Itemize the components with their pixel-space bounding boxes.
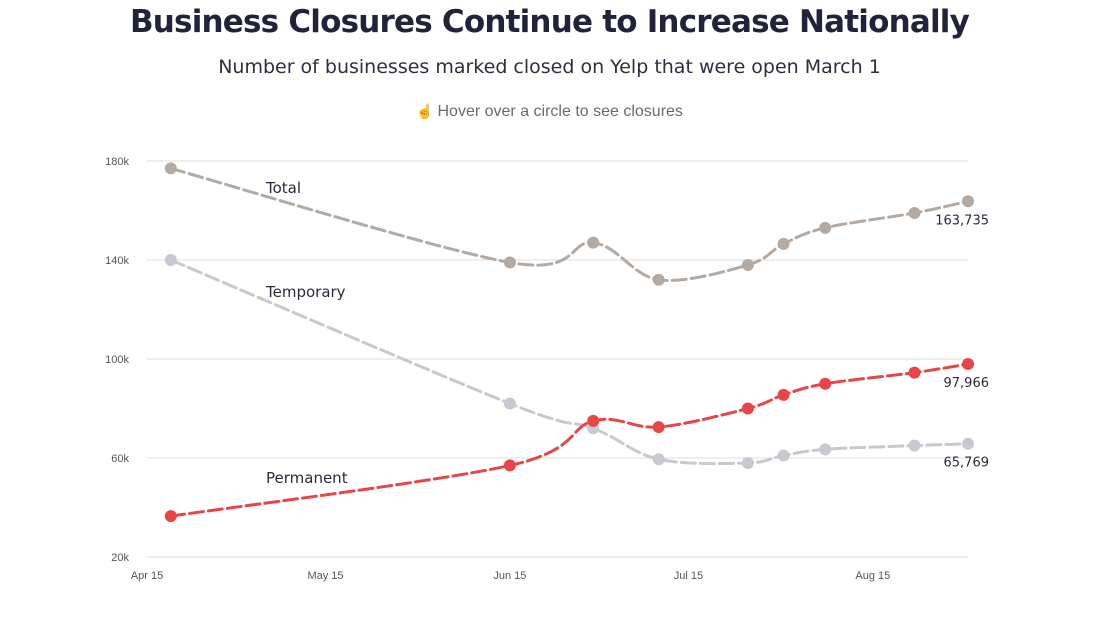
x-tick-label: Apr 15: [131, 570, 163, 582]
data-point-permanent[interactable]: Permanent: 85,500: [777, 388, 790, 401]
series-total: Total: 177,000 Total: 139,000 Total: 147,0…: [164, 162, 974, 286]
data-point-permanent[interactable]: Permanent: 97,966: [962, 358, 974, 371]
y-tick-label: 60k: [111, 453, 129, 465]
data-point-total[interactable]: Total: 153,000: [819, 221, 832, 234]
hover-hint: ☝ Hover over a circle to see closures: [0, 103, 1099, 121]
data-point-temporary[interactable]: Temporary: 140,000: [164, 254, 177, 266]
data-point-permanent[interactable]: Permanent: 57,000: [503, 459, 516, 472]
data-point-permanent[interactable]: Permanent: 75,000: [587, 414, 600, 427]
hover-hint-text: Hover over a circle to see closures: [437, 103, 683, 120]
series-label-permanent: Permanent: [266, 469, 348, 487]
series-temporary: Temporary: 140,000 Temporary: 82,000 Tempo…: [164, 254, 974, 469]
data-point-temporary[interactable]: Temporary: 63,500: [819, 443, 832, 456]
data-point-temporary[interactable]: Temporary: 61,000: [777, 449, 790, 462]
data-point-temporary[interactable]: Temporary: 59,500: [652, 453, 665, 466]
end-value-label-total: 163,735: [935, 213, 989, 228]
series-permanent: Permanent: 36,500 Permanent: 57,000 Perman…: [164, 358, 974, 523]
data-point-total[interactable]: Total: 163,735: [962, 195, 974, 208]
series-line-permanent: [169, 362, 970, 518]
x-tick-label: Jun 15: [493, 570, 526, 582]
data-point-total[interactable]: Total: 139,000: [503, 256, 516, 269]
y-tick-label: 100k: [105, 354, 129, 366]
series-label-total: Total: [265, 179, 301, 197]
y-tick-label: 20k: [111, 552, 129, 564]
data-point-permanent[interactable]: Permanent: 36,500: [164, 510, 177, 523]
data-point-total[interactable]: Total: 132,000: [652, 273, 665, 286]
y-tick-label: 180k: [105, 156, 129, 168]
chart-title: Business Closures Continue to Increase N…: [129, 4, 970, 40]
y-gridlines: [147, 160, 968, 558]
end-value-label-permanent: 97,966: [944, 376, 990, 391]
series-line-total: [169, 166, 970, 282]
series-line-temporary: [169, 258, 970, 466]
data-point-total[interactable]: Total: 159,000: [908, 206, 921, 219]
x-tick-label: May 15: [307, 570, 343, 582]
data-point-total[interactable]: Total: 147,000: [587, 236, 600, 249]
x-tick-label: Jul 15: [674, 570, 703, 582]
data-point-permanent[interactable]: Permanent: 72,500: [652, 421, 665, 434]
y-tick-label: 140k: [105, 255, 129, 267]
data-point-total[interactable]: Total: 177,000: [164, 162, 177, 175]
data-point-temporary[interactable]: Temporary: 58,000: [741, 456, 754, 469]
pointing-hand-icon: ☝: [416, 103, 434, 119]
data-point-total[interactable]: Total: 146,500: [777, 237, 790, 250]
series-label-temporary: Temporary: [265, 283, 346, 301]
chart-subtitle: Number of businesses marked closed on Ye…: [218, 56, 881, 78]
data-point-total[interactable]: Total: 138,000: [741, 258, 754, 271]
data-point-temporary[interactable]: Temporary: 65,000: [908, 439, 921, 452]
end-value-label-temporary: 65,769: [944, 456, 990, 471]
data-point-temporary[interactable]: Temporary: 82,000: [503, 397, 516, 410]
data-point-temporary[interactable]: Temporary: 65,769: [962, 437, 974, 450]
data-point-permanent[interactable]: Permanent: 94,500: [908, 366, 921, 379]
data-point-permanent[interactable]: Permanent: 90,000: [819, 377, 832, 390]
data-point-permanent[interactable]: Permanent: 80,000: [741, 402, 754, 415]
x-tick-label: Aug 15: [855, 570, 890, 582]
